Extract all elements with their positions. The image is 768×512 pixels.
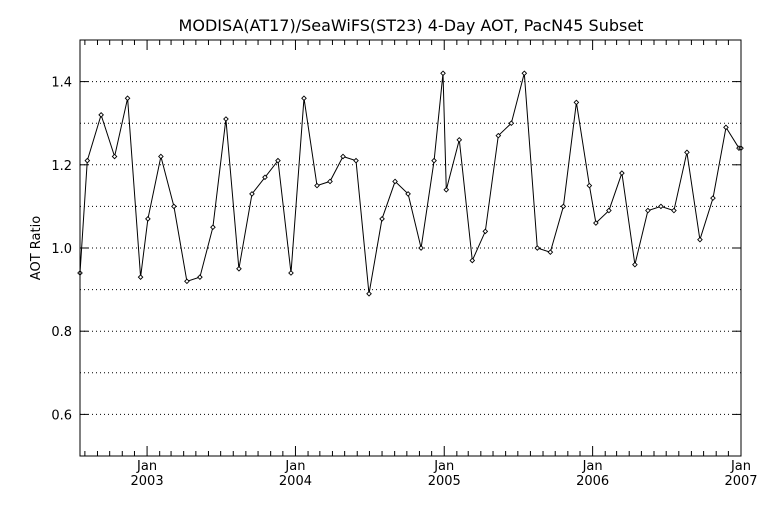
data-point [593,220,599,226]
data-point [84,157,91,164]
data-point [658,203,664,210]
data-point [508,120,515,127]
data-point [171,203,177,210]
data-point [392,178,398,185]
data-point [482,228,489,235]
data-point [456,137,463,143]
data-point [671,207,677,214]
data-point [684,149,690,156]
data-point [236,265,242,272]
x-tick-year-label: 2005 [428,474,461,489]
x-tick-year-label: 2004 [279,474,312,489]
data-point [632,261,638,268]
y-tick-label: 1.2 [51,159,72,174]
data-point [405,191,411,197]
data-point [418,245,424,251]
data-point [137,274,144,280]
data-point [495,132,502,139]
y-tick-label: 0.6 [51,408,72,423]
data-point [184,278,190,285]
x-tick-month-label: Jan [136,459,157,474]
data-point [124,95,131,102]
data-point [353,157,359,164]
data-point [275,157,281,164]
plot-frame [79,39,742,457]
data-point [431,157,437,164]
data-point [301,95,307,102]
data-point [327,178,333,185]
data-point [440,70,446,77]
data-point [697,236,703,243]
data-point [723,124,729,131]
data-point [586,182,593,189]
x-tick-month-label: Jan [730,459,751,474]
data-point [262,174,268,181]
data-point [469,257,476,264]
x-tick-month-label: Jan [582,459,603,474]
axis-layer: 0.60.81.01.21.4Jan2003Jan2004Jan2005Jan2… [51,40,758,489]
data-point [158,153,164,160]
data-point [249,191,255,197]
x-tick-year-label: 2003 [131,474,164,489]
series-layer [77,70,744,297]
data-point [710,195,716,201]
data-point [340,153,346,160]
data-point [288,270,294,276]
data-point [619,170,625,176]
data-point [210,224,216,231]
x-tick-year-label: 2006 [576,474,609,489]
data-point [521,70,528,77]
data-point [560,203,567,210]
x-tick-month-label: Jan [433,459,454,474]
y-tick-label: 1.4 [51,76,72,91]
y-axis-label: AOT Ratio [29,216,44,280]
x-tick-month-label: Jan [284,459,305,474]
data-point [573,99,580,106]
data-point [366,290,372,297]
data-point [197,274,203,280]
data-point [145,216,151,222]
data-point [645,207,651,214]
data-point [98,112,104,118]
y-tick-label: 0.8 [51,325,72,340]
data-point [547,249,554,255]
x-tick-year-label: 2007 [724,474,757,489]
series-line [79,73,741,294]
data-point [606,207,612,214]
y-tick-label: 1.0 [51,242,72,257]
data-point [443,186,450,193]
data-point [223,116,229,122]
data-point [314,182,320,189]
data-point [111,153,118,160]
chart-title: MODISA(AT17)/SeaWiFS(ST23) 4-Day AOT, Pa… [179,16,644,35]
grid-lines [80,81,741,415]
data-point [534,245,541,251]
data-point [379,216,385,222]
